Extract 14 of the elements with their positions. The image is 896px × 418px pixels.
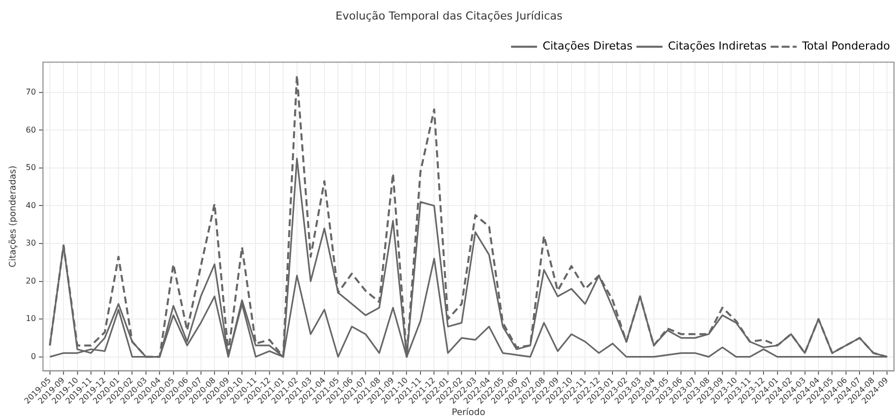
y-tick-label: 0 [30,352,36,361]
y-tick-label: 10 [26,314,36,324]
y-tick-label: 70 [26,87,36,96]
legend-label: Total Ponderado [801,40,890,53]
x-axis-title: Período [452,406,486,418]
y-tick-label: 40 [26,200,36,210]
y-tick-label: 30 [26,238,36,248]
legend-label: Citações Indiretas [668,40,767,53]
legend-label: Citações Diretas [542,40,633,53]
chart-title: Evolução Temporal das Citações Jurídicas [336,9,563,22]
y-tick-label: 60 [26,125,36,134]
y-tick-label: 20 [26,276,36,286]
y-tick-label: 50 [26,163,36,172]
y-axis-title: Citações (ponderadas) [8,166,19,268]
